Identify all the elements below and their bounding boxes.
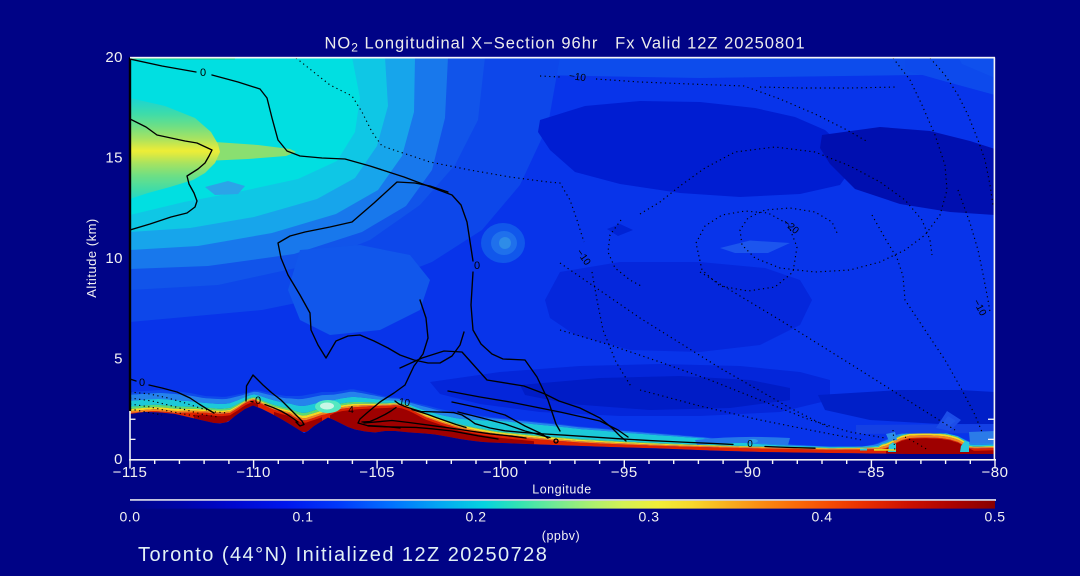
svg-text:0: 0 xyxy=(474,260,480,272)
svg-text:0.1: 0.1 xyxy=(293,509,314,525)
svg-text:0: 0 xyxy=(200,67,206,79)
svg-text:0.3: 0.3 xyxy=(639,509,660,525)
svg-text:−105: −105 xyxy=(359,464,395,481)
svg-text:Toronto (44°N) Initialized 12Z: Toronto (44°N) Initialized 12Z 20250728 xyxy=(138,544,548,566)
svg-text:Longitude: Longitude xyxy=(532,483,591,497)
svg-text:5: 5 xyxy=(114,351,123,368)
svg-text:0: 0 xyxy=(747,439,753,450)
svg-text:(ppbv): (ppbv) xyxy=(542,529,580,543)
svg-text:−90: −90 xyxy=(734,464,761,481)
svg-text:−85: −85 xyxy=(858,464,885,481)
svg-text:0: 0 xyxy=(139,377,145,389)
svg-text:10: 10 xyxy=(105,250,123,267)
svg-text:15: 15 xyxy=(105,150,123,167)
svg-text:0: 0 xyxy=(255,395,261,407)
svg-text:0.0: 0.0 xyxy=(120,509,141,525)
svg-text:NO2 Longitudinal X−Section 96h: NO2 Longitudinal X−Section 96hr Fx Valid… xyxy=(324,35,805,55)
svg-text:10: 10 xyxy=(398,397,411,410)
svg-text:4: 4 xyxy=(348,405,354,416)
svg-text:0.5: 0.5 xyxy=(985,509,1006,525)
svg-text:Altitude (km): Altitude (km) xyxy=(84,218,99,297)
svg-text:0: 0 xyxy=(114,451,123,468)
svg-text:−115: −115 xyxy=(113,464,148,481)
svg-text:−110: −110 xyxy=(236,464,271,481)
svg-text:−95: −95 xyxy=(611,464,638,481)
svg-text:−10: −10 xyxy=(568,71,587,84)
svg-text:−100: −100 xyxy=(483,464,519,481)
svg-text:0.2: 0.2 xyxy=(466,509,487,525)
svg-text:−80: −80 xyxy=(982,464,1009,481)
svg-text:0.4: 0.4 xyxy=(812,509,833,525)
svg-text:20: 20 xyxy=(105,49,123,66)
